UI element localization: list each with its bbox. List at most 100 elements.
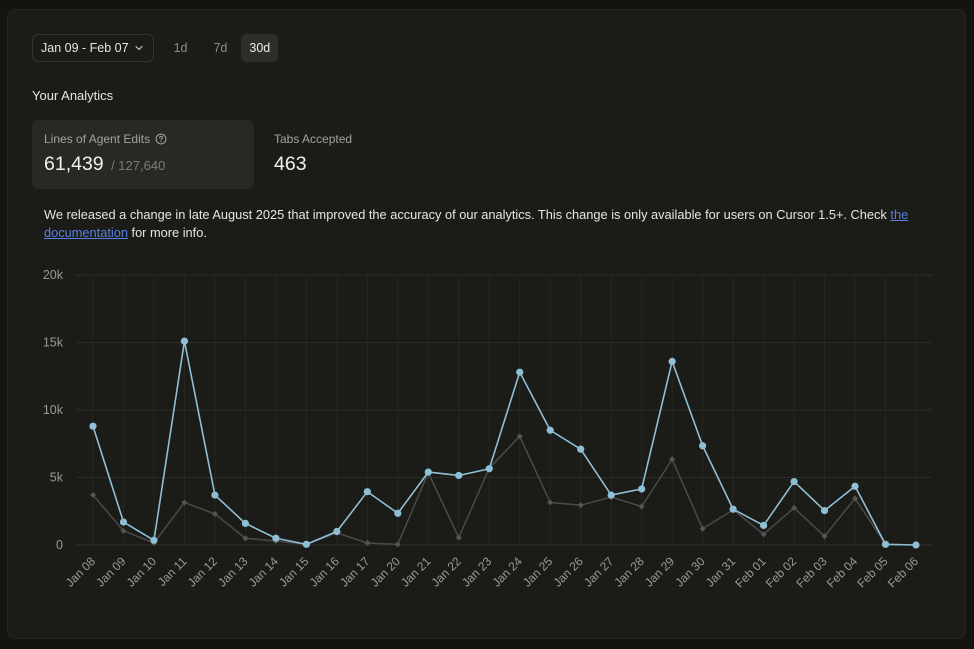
card-agent-edits-value: 61,439 xyxy=(44,153,104,175)
series-secondary-point xyxy=(791,504,798,511)
series-primary-point xyxy=(851,482,859,490)
series-secondary-point xyxy=(699,525,706,532)
series-secondary-point xyxy=(242,535,249,542)
x-tick-label: Feb 04 xyxy=(824,554,861,591)
series-secondary-point xyxy=(364,539,371,546)
series-secondary-point xyxy=(211,510,218,517)
documentation-link[interactable]: the documentation xyxy=(44,207,909,240)
series-primary-point xyxy=(729,505,737,513)
date-range-label: Jan 09 - Feb 07 xyxy=(41,41,129,55)
series-secondary-point xyxy=(760,531,767,538)
x-tick-label: Jan 25 xyxy=(520,554,556,590)
series-secondary-point xyxy=(120,527,127,534)
series-primary-point xyxy=(577,445,585,453)
range-7d-button[interactable]: 7d xyxy=(213,41,228,55)
series-secondary-point xyxy=(516,433,523,440)
x-tick-label: Jan 21 xyxy=(398,554,434,590)
series-primary-point xyxy=(333,527,341,536)
x-tick-label: Jan 17 xyxy=(337,554,373,590)
series-primary-point xyxy=(668,357,676,365)
x-tick-label: Jan 12 xyxy=(185,554,221,590)
series-primary-point xyxy=(455,471,463,480)
x-tick-label: Jan 11 xyxy=(155,554,190,589)
notice-text-before: We released a change in late August 2025… xyxy=(44,207,891,222)
series-secondary-point xyxy=(181,499,188,506)
series-primary-point xyxy=(241,519,250,528)
analytics-panel xyxy=(7,9,966,639)
card-tabs-accepted-value: 463 xyxy=(274,153,307,175)
card-agent-edits[interactable]: Lines of Agent Edits 61,439 / 127,640 xyxy=(32,120,254,189)
x-tick-label: Jan 24 xyxy=(489,554,525,590)
series-primary-point xyxy=(424,468,432,476)
series-primary-point xyxy=(759,521,768,530)
x-tick-label: Jan 31 xyxy=(703,554,739,590)
series-primary-point xyxy=(150,536,158,544)
series-primary-point xyxy=(516,368,524,376)
x-tick-label: Jan 15 xyxy=(276,554,312,590)
series-secondary-point xyxy=(638,503,645,510)
series-primary-point xyxy=(211,491,219,499)
x-tick-label: Jan 08 xyxy=(63,554,99,590)
series-secondary-point xyxy=(577,502,584,509)
x-tick-label: Jan 09 xyxy=(93,554,129,590)
x-tick-label: Feb 01 xyxy=(732,554,769,591)
series-primary-point xyxy=(485,465,493,473)
series-secondary-point xyxy=(821,533,828,540)
x-tick-label: Jan 20 xyxy=(368,554,404,590)
x-tick-label: Feb 06 xyxy=(885,554,922,591)
series-secondary-point xyxy=(547,499,554,506)
date-range-picker[interactable]: Jan 09 - Feb 07 xyxy=(32,34,154,62)
x-tick-label: Jan 27 xyxy=(581,554,617,590)
card-tabs-accepted[interactable]: Tabs Accepted 463 xyxy=(262,120,462,189)
series-primary-point xyxy=(394,509,402,517)
x-tick-label: Jan 30 xyxy=(672,554,708,590)
series-secondary-point xyxy=(669,456,676,463)
series-secondary-point xyxy=(455,534,462,541)
toolbar: Jan 09 - Feb 07 1d 7d 30d xyxy=(32,34,279,62)
x-tick-label: Feb 03 xyxy=(793,554,830,591)
series-primary-point xyxy=(638,485,646,493)
y-tick-label: 10k xyxy=(43,403,64,417)
series-primary-point xyxy=(699,442,707,450)
y-tick-label: 0 xyxy=(56,538,63,552)
x-tick-label: Jan 10 xyxy=(124,554,160,590)
x-tick-label: Jan 28 xyxy=(611,554,647,590)
series-secondary-point xyxy=(852,495,859,502)
chevron-down-icon xyxy=(134,45,143,51)
x-tick-label: Jan 16 xyxy=(307,554,343,590)
y-tick-label: 5k xyxy=(50,471,64,485)
series-primary-point xyxy=(546,426,554,434)
notice-text-after: for more info. xyxy=(127,225,207,240)
card-agent-edits-label: Lines of Agent Edits xyxy=(44,132,151,146)
card-agent-edits-total: / 127,640 xyxy=(111,158,166,173)
range-30d-button[interactable]: 30d xyxy=(241,34,279,62)
accuracy-notice: We released a change in late August 2025… xyxy=(44,206,944,242)
x-tick-label: Jan 14 xyxy=(246,554,282,590)
series-primary-point xyxy=(790,477,798,486)
series-primary-line xyxy=(92,340,917,546)
series-primary-point xyxy=(180,337,189,345)
card-tabs-accepted-label: Tabs Accepted xyxy=(274,132,353,146)
range-1d-button[interactable]: 1d xyxy=(173,41,188,55)
series-primary-point xyxy=(912,541,920,549)
x-tick-label: Jan 22 xyxy=(429,554,465,590)
series-primary-point xyxy=(820,506,829,515)
series-primary-point xyxy=(272,534,280,542)
x-tick-label: Jan 26 xyxy=(550,554,586,590)
y-tick-label: 15k xyxy=(43,336,64,350)
x-tick-label: Feb 02 xyxy=(763,554,800,591)
help-circle-icon[interactable] xyxy=(155,133,167,145)
series-secondary-point xyxy=(394,541,401,548)
y-tick-label: 20k xyxy=(43,268,64,282)
x-tick-label: Jan 23 xyxy=(459,554,495,590)
series-secondary-point xyxy=(90,492,96,499)
x-tick-label: Jan 13 xyxy=(215,554,251,590)
x-tick-label: Jan 29 xyxy=(642,554,678,590)
series-primary-point xyxy=(89,422,97,430)
series-primary-point xyxy=(119,518,128,526)
series-primary-point xyxy=(302,540,310,548)
series-primary-point xyxy=(363,488,371,496)
x-tick-label: Feb 05 xyxy=(854,554,891,591)
series-secondary-line xyxy=(92,435,917,546)
